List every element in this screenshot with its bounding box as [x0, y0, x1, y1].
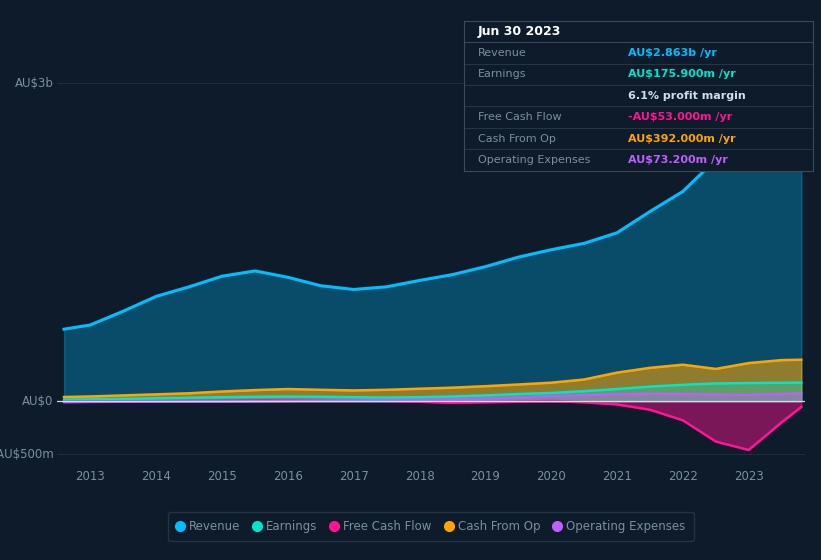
Text: AU$0: AU$0: [22, 395, 53, 408]
Text: Earnings: Earnings: [478, 69, 526, 80]
Text: AU$73.200m /yr: AU$73.200m /yr: [628, 155, 727, 165]
Text: -AU$500m: -AU$500m: [0, 447, 53, 461]
Text: Cash From Op: Cash From Op: [478, 134, 556, 143]
Legend: Revenue, Earnings, Free Cash Flow, Cash From Op, Operating Expenses: Revenue, Earnings, Free Cash Flow, Cash …: [168, 512, 694, 541]
Text: Operating Expenses: Operating Expenses: [478, 155, 590, 165]
Text: AU$3b: AU$3b: [15, 77, 53, 90]
Text: 6.1% profit margin: 6.1% profit margin: [628, 91, 745, 101]
Text: Jun 30 2023: Jun 30 2023: [478, 25, 562, 38]
Text: AU$392.000m /yr: AU$392.000m /yr: [628, 134, 736, 143]
Text: Free Cash Flow: Free Cash Flow: [478, 112, 562, 122]
Text: Revenue: Revenue: [478, 48, 526, 58]
Text: -AU$53.000m /yr: -AU$53.000m /yr: [628, 112, 732, 122]
Text: AU$175.900m /yr: AU$175.900m /yr: [628, 69, 736, 80]
Text: AU$2.863b /yr: AU$2.863b /yr: [628, 48, 717, 58]
